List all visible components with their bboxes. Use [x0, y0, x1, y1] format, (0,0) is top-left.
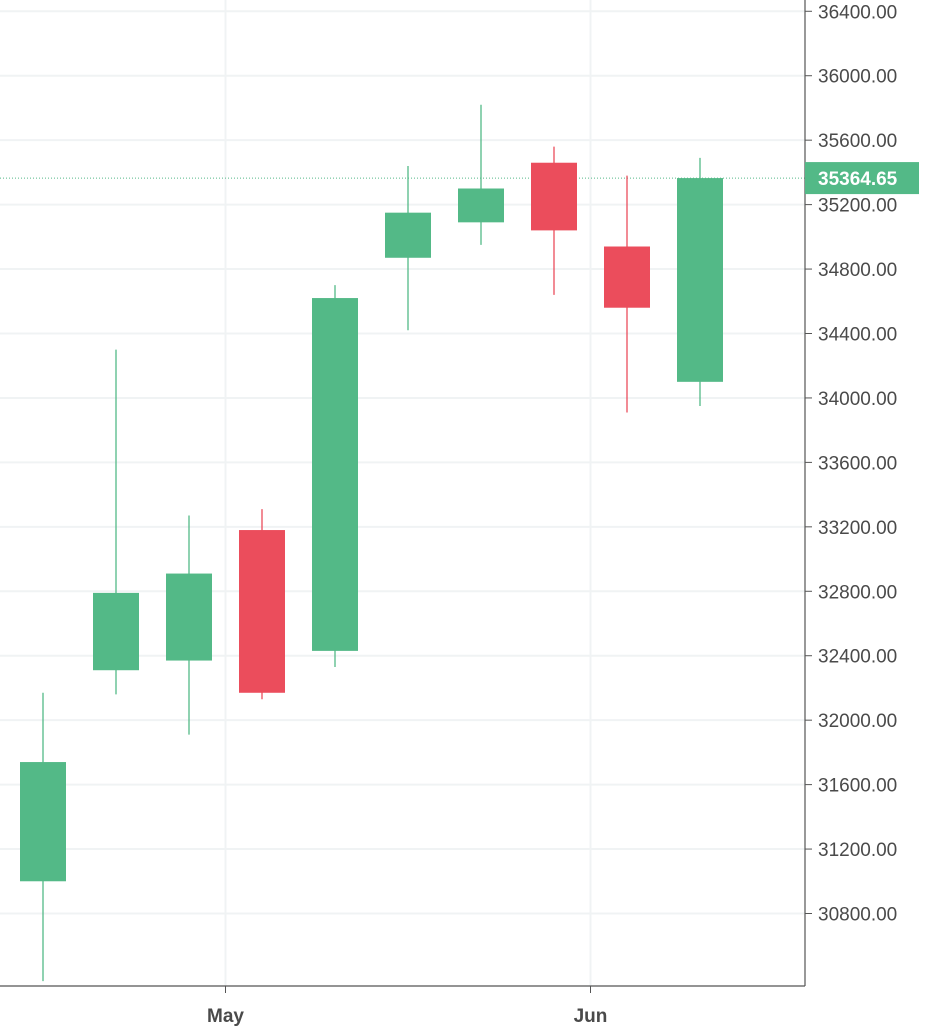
last-price-label: 35364.65 [818, 169, 898, 190]
candle-body [20, 762, 66, 882]
x-axis-ticks: May Jun [207, 986, 607, 1027]
candle-body [166, 573, 212, 661]
y-tick-label: 32800.00 [818, 582, 897, 603]
y-tick-label: 34400.00 [818, 325, 897, 346]
y-axis-ticks: 36400.00 36000.00 35600.00 35200.00 34800.00… [805, 2, 897, 926]
y-tick-label: 32400.00 [818, 647, 897, 668]
y-tick-label: 34000.00 [818, 389, 897, 410]
candles-layer [20, 104, 723, 982]
y-tick-label: 33600.00 [818, 453, 897, 474]
candle-body [385, 212, 431, 258]
x-tick-label: May [207, 1006, 244, 1027]
y-tick-label: 31200.00 [818, 840, 897, 861]
y-tick-label: 32000.00 [818, 711, 897, 732]
last-price-badge: 35364.65 [805, 162, 919, 195]
y-tick-label: 36000.00 [818, 67, 897, 88]
y-tick-label: 35200.00 [818, 196, 897, 217]
horizontal-grid [0, 10, 805, 915]
candle-body [531, 162, 577, 231]
candle-body [677, 178, 723, 382]
y-tick-label: 33200.00 [818, 518, 897, 539]
candle-body [239, 530, 285, 693]
vertical-grid [224, 0, 592, 986]
y-tick-label: 34800.00 [818, 260, 897, 281]
candle-body [312, 298, 358, 651]
last-price-badge-bg [805, 162, 919, 195]
candle-body [458, 188, 504, 223]
y-tick-label: 30800.00 [818, 905, 897, 926]
candle-body [604, 246, 650, 308]
x-tick-label: Jun [574, 1006, 608, 1027]
y-tick-label: 35600.00 [818, 131, 897, 152]
y-tick-label: 36400.00 [818, 2, 897, 23]
candle-body [93, 592, 139, 671]
y-tick-label: 31600.00 [818, 776, 897, 797]
